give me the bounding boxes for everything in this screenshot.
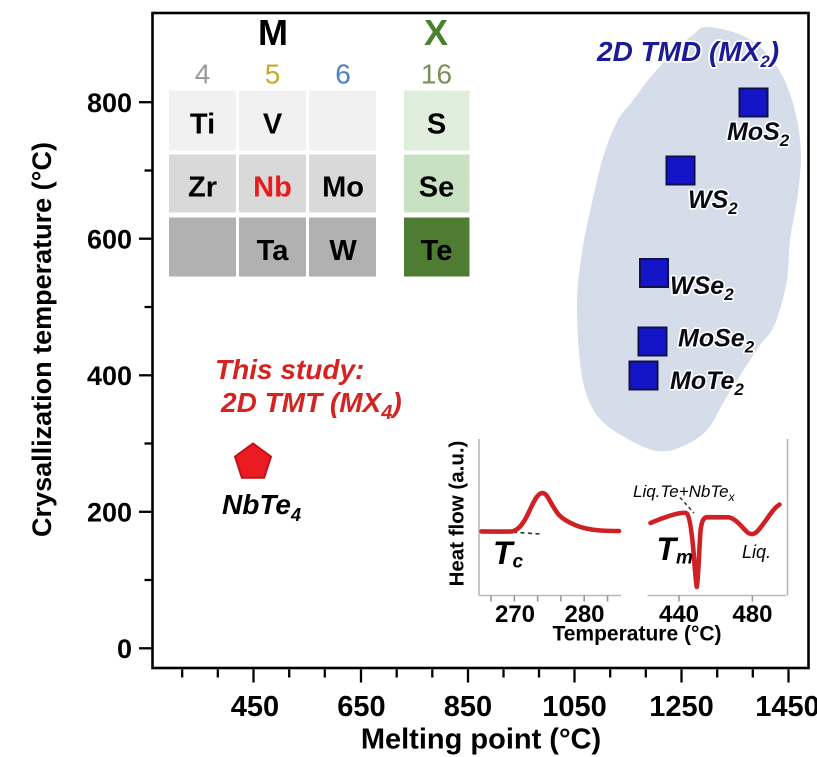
svg-text:Mo: Mo [322, 172, 364, 204]
svg-text:Liq.: Liq. [742, 542, 771, 562]
svg-text:Nb: Nb [253, 172, 292, 204]
svg-text:This study:: This study: [215, 354, 364, 385]
svg-text:850: 850 [444, 691, 492, 723]
svg-text:Se: Se [419, 172, 454, 204]
svg-text:X: X [424, 12, 448, 53]
svg-text:650: 650 [337, 691, 385, 723]
svg-text:Liq.Te+NbTex: Liq.Te+NbTex [633, 482, 736, 504]
svg-text:5: 5 [265, 59, 281, 90]
svg-text:Zr: Zr [188, 172, 217, 204]
svg-text:2D TMT (MX4): 2D TMT (MX4) [220, 387, 402, 424]
svg-text:600: 600 [87, 224, 132, 254]
svg-text:Ti: Ti [190, 109, 215, 141]
svg-text:MoSe2: MoSe2 [678, 325, 755, 357]
svg-text:800: 800 [87, 88, 132, 118]
svg-text:450: 450 [231, 691, 279, 723]
svg-text:0: 0 [117, 634, 132, 664]
svg-text:4: 4 [195, 59, 211, 90]
svg-text:Heat flow (a.u.): Heat flow (a.u.) [446, 441, 469, 587]
svg-text:1250: 1250 [649, 691, 714, 723]
svg-text:S: S [427, 109, 446, 141]
svg-text:Ta: Ta [257, 235, 290, 267]
svg-text:280: 280 [564, 601, 604, 628]
svg-text:480: 480 [732, 601, 772, 628]
svg-text:200: 200 [87, 498, 132, 528]
svg-text:V: V [263, 109, 283, 141]
svg-text:1050: 1050 [542, 691, 607, 723]
svg-text:NbTe4: NbTe4 [222, 489, 301, 525]
svg-text:2D TMD (MX2): 2D TMD (MX2) [596, 36, 779, 71]
svg-text:M: M [258, 12, 288, 53]
svg-text:Te: Te [421, 235, 453, 267]
svg-text:W: W [329, 235, 357, 267]
svg-text:1450: 1450 [755, 691, 817, 723]
svg-text:MoS2: MoS2 [727, 118, 790, 150]
svg-text:270: 270 [495, 601, 535, 628]
svg-text:400: 400 [87, 361, 132, 391]
svg-text:Crysallization temperature (°C: Crysallization temperature (°C) [27, 142, 57, 537]
svg-text:Temperature (°C): Temperature (°C) [552, 623, 721, 646]
svg-text:16: 16 [421, 59, 452, 90]
svg-text:6: 6 [335, 59, 351, 90]
svg-text:Melting point (°C): Melting point (°C) [361, 724, 601, 756]
svg-text:MoTe2: MoTe2 [670, 367, 744, 399]
svg-text:440: 440 [659, 601, 699, 628]
svg-text:WSe2: WSe2 [670, 272, 734, 304]
